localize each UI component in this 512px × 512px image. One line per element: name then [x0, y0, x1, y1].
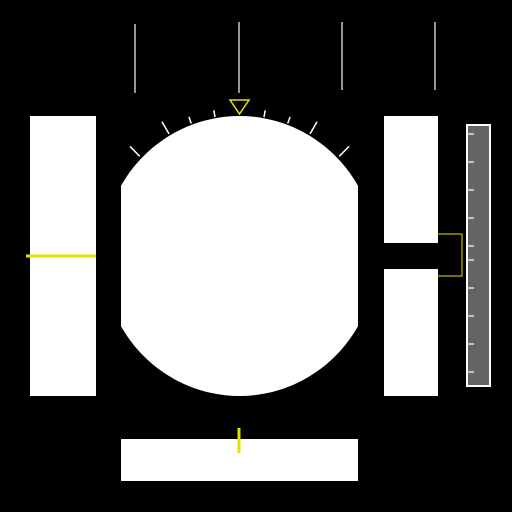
vertical-speed-indicator: [466, 124, 491, 387]
altitude-tape-upper-panel: [384, 116, 438, 243]
vsi-ticks: [468, 133, 474, 373]
bank-scale-tick: [338, 145, 350, 157]
vsi-tape: [468, 126, 489, 385]
bank-scale-tick: [213, 110, 216, 118]
bank-scale: [129, 110, 350, 157]
altitude-tape: [384, 116, 463, 396]
top-reference-lines: [134, 22, 436, 93]
bank-scale-tick: [129, 145, 141, 157]
attitude-mask-left: [96, 110, 121, 400]
bank-scale-tick: [263, 110, 266, 118]
bank-scale-tick: [188, 116, 193, 124]
bank-scale-tick: [161, 121, 170, 135]
altitude-tape-lower-panel: [384, 269, 438, 396]
bank-scale-tick: [286, 116, 291, 124]
attitude-indicator: [96, 99, 384, 400]
attitude-mask-right: [358, 110, 384, 400]
triangle-down-icon: [228, 99, 251, 116]
attitude-sphere: [102, 116, 377, 396]
heading-tape: [121, 428, 358, 481]
altitude-readout-bracket: [438, 233, 463, 277]
bank-scale-tick: [309, 121, 318, 135]
